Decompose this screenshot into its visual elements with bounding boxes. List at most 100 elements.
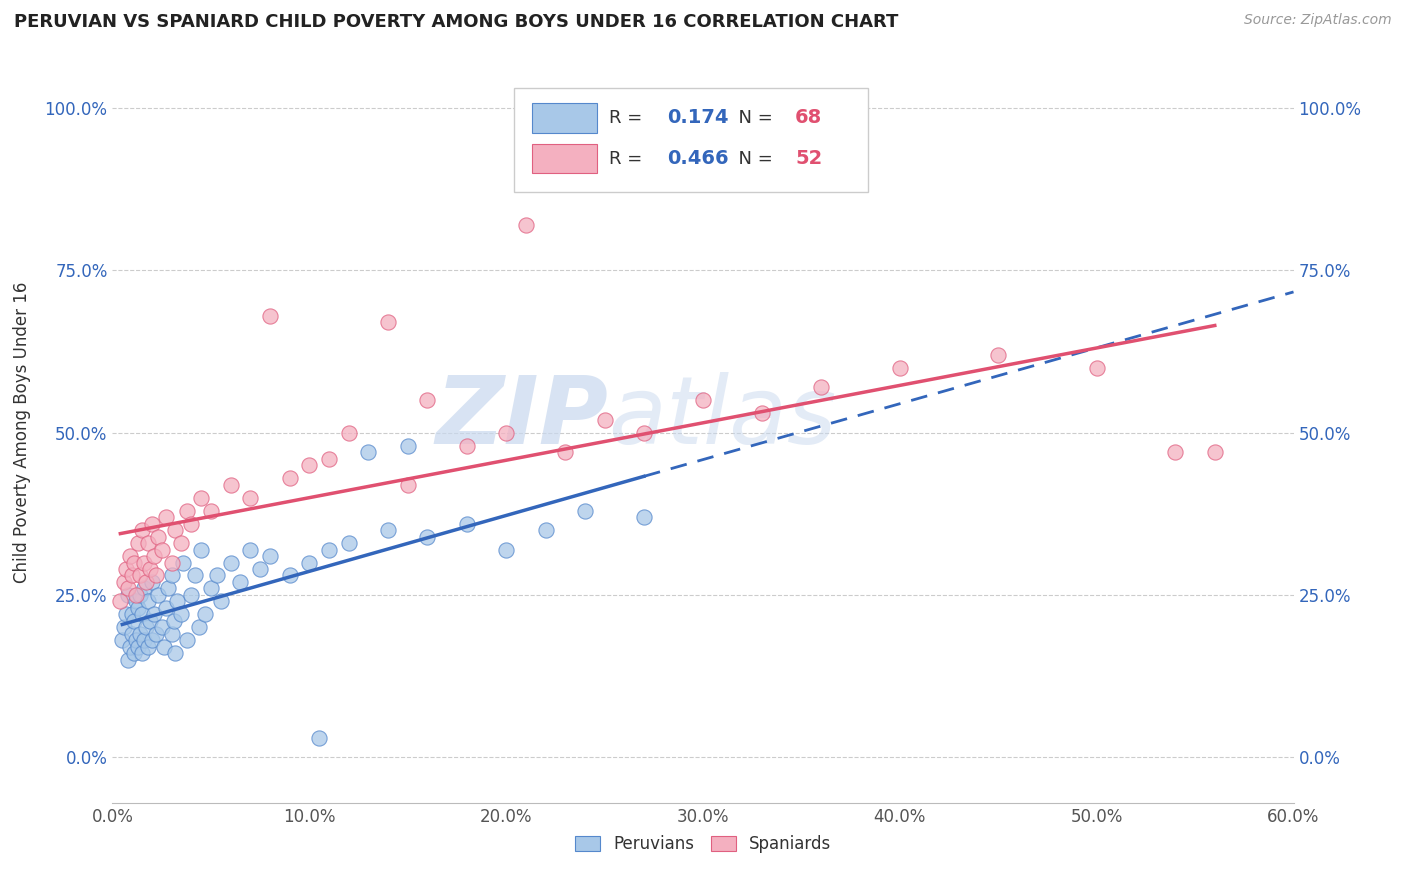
- Text: 52: 52: [796, 149, 823, 169]
- Point: [166, 594, 188, 608]
- Point: [139, 614, 162, 628]
- Point: [751, 406, 773, 420]
- Text: 68: 68: [796, 109, 823, 128]
- Point: [121, 607, 143, 622]
- Point: [184, 568, 207, 582]
- Point: [121, 627, 143, 641]
- Point: [495, 425, 517, 440]
- Point: [150, 542, 173, 557]
- Point: [377, 523, 399, 537]
- Point: [129, 627, 152, 641]
- Y-axis label: Child Poverty Among Boys Under 16: Child Poverty Among Boys Under 16: [13, 282, 31, 583]
- Point: [146, 529, 169, 543]
- Point: [162, 614, 184, 628]
- Point: [141, 574, 163, 589]
- Point: [111, 633, 134, 648]
- Point: [416, 393, 439, 408]
- Text: PERUVIAN VS SPANIARD CHILD POVERTY AMONG BOYS UNDER 16 CORRELATION CHART: PERUVIAN VS SPANIARD CHILD POVERTY AMONG…: [14, 13, 898, 31]
- Point: [200, 503, 222, 517]
- Point: [115, 607, 138, 622]
- Point: [278, 568, 301, 582]
- Point: [987, 348, 1010, 362]
- Point: [377, 315, 399, 329]
- Point: [1204, 445, 1226, 459]
- Point: [120, 640, 142, 654]
- Point: [495, 542, 517, 557]
- Point: [176, 503, 198, 517]
- Point: [889, 360, 911, 375]
- Point: [125, 594, 148, 608]
- Point: [396, 439, 419, 453]
- Point: [692, 393, 714, 408]
- Point: [298, 458, 321, 472]
- Point: [554, 445, 576, 459]
- Point: [633, 425, 655, 440]
- Bar: [531, 103, 596, 133]
- Point: [150, 620, 173, 634]
- Point: [120, 549, 142, 563]
- Point: [125, 588, 148, 602]
- Legend: Peruvians, Spaniards: Peruvians, Spaniards: [567, 826, 839, 861]
- Point: [534, 523, 557, 537]
- Text: atlas: atlas: [609, 372, 837, 463]
- Point: [155, 601, 177, 615]
- Point: [593, 412, 616, 426]
- Point: [160, 568, 183, 582]
- Point: [170, 536, 193, 550]
- Point: [135, 574, 157, 589]
- Point: [278, 471, 301, 485]
- Point: [155, 510, 177, 524]
- Point: [219, 477, 242, 491]
- Point: [142, 549, 165, 563]
- Text: ZIP: ZIP: [436, 372, 609, 464]
- Point: [132, 556, 155, 570]
- Point: [229, 574, 252, 589]
- Point: [259, 309, 281, 323]
- Point: [456, 439, 478, 453]
- Point: [110, 594, 132, 608]
- Point: [176, 633, 198, 648]
- Point: [125, 633, 148, 648]
- Point: [129, 568, 152, 582]
- Point: [194, 607, 217, 622]
- Point: [152, 640, 174, 654]
- Point: [810, 380, 832, 394]
- Point: [136, 640, 159, 654]
- Point: [318, 542, 340, 557]
- Point: [416, 529, 439, 543]
- Point: [117, 653, 139, 667]
- Point: [165, 523, 187, 537]
- Point: [1164, 445, 1187, 459]
- Text: 0.174: 0.174: [668, 109, 730, 128]
- Point: [219, 556, 242, 570]
- Point: [188, 620, 211, 634]
- Point: [515, 218, 537, 232]
- Point: [156, 582, 179, 596]
- Text: 0.466: 0.466: [668, 149, 730, 169]
- Point: [136, 594, 159, 608]
- Point: [145, 568, 167, 582]
- Point: [239, 542, 262, 557]
- Point: [396, 477, 419, 491]
- Point: [205, 568, 228, 582]
- Point: [574, 503, 596, 517]
- Point: [141, 633, 163, 648]
- Point: [132, 582, 155, 596]
- Point: [117, 582, 139, 596]
- Text: R =: R =: [609, 109, 648, 127]
- Bar: [531, 144, 596, 173]
- Point: [146, 588, 169, 602]
- Point: [131, 647, 153, 661]
- Point: [190, 491, 212, 505]
- Point: [112, 620, 135, 634]
- Point: [136, 536, 159, 550]
- Point: [337, 425, 360, 440]
- Point: [122, 614, 145, 628]
- Point: [180, 516, 202, 531]
- Text: Source: ZipAtlas.com: Source: ZipAtlas.com: [1244, 13, 1392, 28]
- Point: [115, 562, 138, 576]
- Point: [127, 601, 149, 615]
- Point: [308, 731, 330, 745]
- Point: [131, 523, 153, 537]
- Point: [357, 445, 380, 459]
